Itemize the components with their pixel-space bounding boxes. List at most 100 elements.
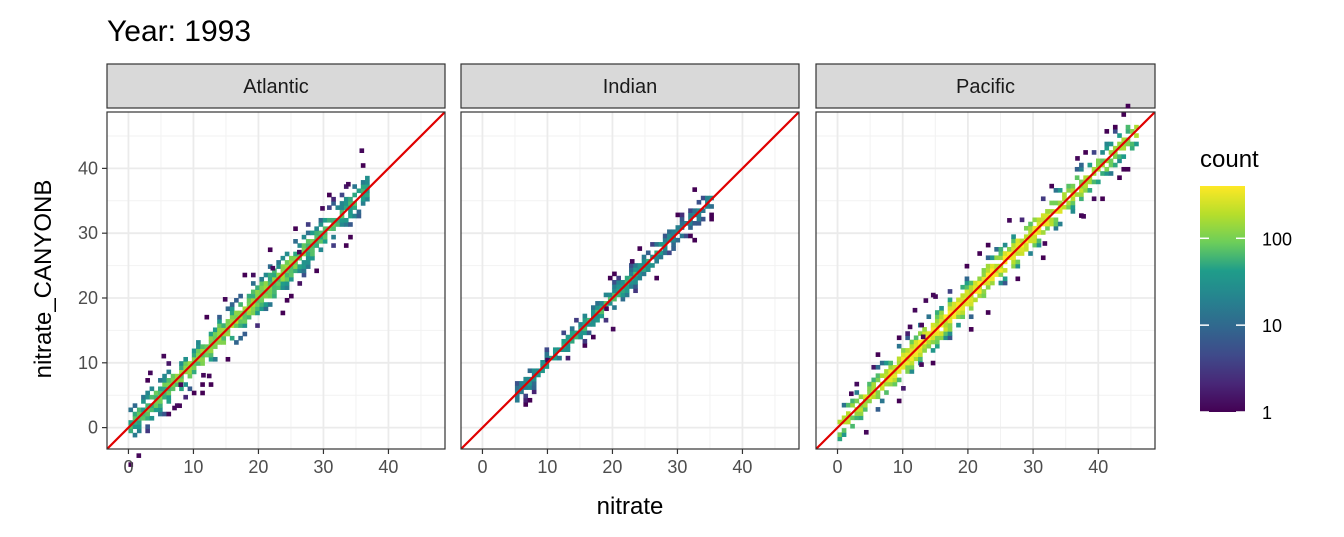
- heatmap-cell: [339, 192, 345, 198]
- heatmap-cell: [662, 237, 668, 243]
- heatmap-cell: [1002, 255, 1008, 261]
- heatmap-cell: [305, 255, 311, 261]
- heatmap-cell: [1032, 225, 1038, 231]
- heatmap-cell: [343, 217, 349, 223]
- heatmap-cell: [1053, 217, 1059, 223]
- heatmap-cell: [867, 390, 872, 395]
- heatmap-cell: [841, 415, 847, 421]
- heatmap-cell: [250, 289, 256, 295]
- heatmap-cell: [284, 285, 290, 290]
- heatmap-cell: [1015, 263, 1021, 269]
- heatmap-cell: [875, 394, 881, 400]
- heatmap-cell: [884, 381, 889, 387]
- heatmap-cell: [943, 322, 949, 328]
- heatmap-cell: [187, 361, 193, 366]
- facet-strip-label: Indian: [603, 76, 658, 98]
- heatmap-cell: [934, 318, 940, 324]
- heatmap-cell: [212, 356, 218, 362]
- heatmap-cell: [1057, 221, 1063, 227]
- heatmap-cell: [540, 368, 545, 374]
- heatmap-cell: [179, 361, 184, 366]
- heatmap-cell: [637, 263, 643, 268]
- heatmap-cell: [301, 272, 307, 278]
- heatmap-cell: [918, 339, 923, 345]
- heatmap-cell: [956, 314, 961, 320]
- heatmap-cell: [1108, 141, 1114, 147]
- heatmap-cell: [293, 255, 298, 261]
- facet-panels: Atlantic 0 10 20 30 40 0 10 20 30 40 Indian 0 10 20 30 4…: [78, 63, 1156, 477]
- heatmap-cell: [578, 330, 583, 336]
- heatmap-cell: [875, 377, 881, 383]
- heatmap-cell: [884, 373, 889, 379]
- heatmap-cell: [907, 324, 913, 330]
- heatmap-cell: [977, 276, 982, 282]
- heatmap-cell: [964, 263, 970, 269]
- heatmap-cell: [854, 411, 860, 416]
- heatmap-cell: [871, 377, 877, 383]
- heatmap-cell: [1121, 137, 1127, 143]
- heatmap-cell: [229, 314, 235, 320]
- heatmap-cell: [985, 284, 991, 290]
- heatmap-cell: [1015, 276, 1021, 282]
- heatmap-cell: [896, 360, 902, 366]
- heatmap-cell: [920, 334, 926, 340]
- heatmap-cell: [612, 296, 617, 302]
- heatmap-cell: [603, 317, 609, 323]
- heatmap-cell: [263, 302, 269, 307]
- heatmap-cell: [162, 386, 167, 392]
- heatmap-cell: [688, 225, 693, 230]
- heatmap-cell: [947, 322, 953, 328]
- heatmap-cell: [574, 317, 579, 323]
- heatmap-cell: [1117, 175, 1122, 181]
- heatmap-cell: [1096, 162, 1101, 168]
- heatmap-cell: [339, 222, 345, 227]
- heatmap-cell: [956, 322, 961, 328]
- heatmap-cell: [229, 306, 235, 312]
- panel-border: [815, 111, 1156, 450]
- heatmap-cell: [964, 301, 970, 307]
- heatmap-cell: [267, 289, 273, 295]
- heatmap-cell: [1134, 124, 1139, 130]
- heatmap-cell: [679, 221, 685, 226]
- heatmap-cell: [905, 360, 910, 366]
- heatmap-cell: [339, 201, 345, 206]
- heatmap-cell: [322, 234, 328, 240]
- heatmap-cell: [837, 432, 843, 437]
- heatmap-cell: [1066, 183, 1071, 189]
- heatmap-cell: [360, 184, 366, 189]
- heatmap-cell: [981, 293, 987, 298]
- heatmap-cell: [1042, 241, 1048, 246]
- heatmap-cell: [964, 289, 970, 294]
- y-tick-label: 10: [78, 353, 98, 373]
- heatmap-cell: [305, 260, 311, 265]
- heatmap-cell: [1091, 179, 1097, 185]
- heatmap-cell: [523, 402, 529, 407]
- heatmap-cell: [310, 251, 315, 257]
- heatmap-cell: [994, 255, 999, 261]
- x-tick-label: 40: [1088, 457, 1108, 477]
- heatmap-cell: [696, 216, 702, 222]
- heatmap-cell: [250, 281, 256, 286]
- heatmap-cell: [217, 327, 222, 333]
- heatmap-cell: [1112, 162, 1118, 168]
- heatmap-cell: [923, 298, 929, 303]
- heatmap-cell: [1112, 124, 1118, 130]
- heatmap-cell: [255, 285, 260, 290]
- heatmap-cell: [875, 352, 881, 357]
- heatmap-cell: [637, 271, 643, 277]
- heatmap-cell: [149, 415, 155, 421]
- heatmap-cell: [565, 334, 571, 340]
- heatmap-cell: [1023, 225, 1029, 231]
- heatmap-cell: [709, 204, 714, 209]
- heatmap-cell: [132, 432, 138, 438]
- heatmap-cell: [947, 289, 953, 294]
- heatmap-cell: [1070, 209, 1076, 214]
- heatmap-cell: [981, 268, 987, 273]
- heatmap-cell: [569, 338, 575, 344]
- heatmap-cell: [943, 335, 949, 341]
- heatmap-cell: [276, 272, 281, 278]
- heatmap-cell: [212, 327, 218, 333]
- heatmap-cell: [174, 382, 180, 387]
- heatmap-cell: [170, 386, 176, 392]
- heatmap-cell: [620, 296, 626, 302]
